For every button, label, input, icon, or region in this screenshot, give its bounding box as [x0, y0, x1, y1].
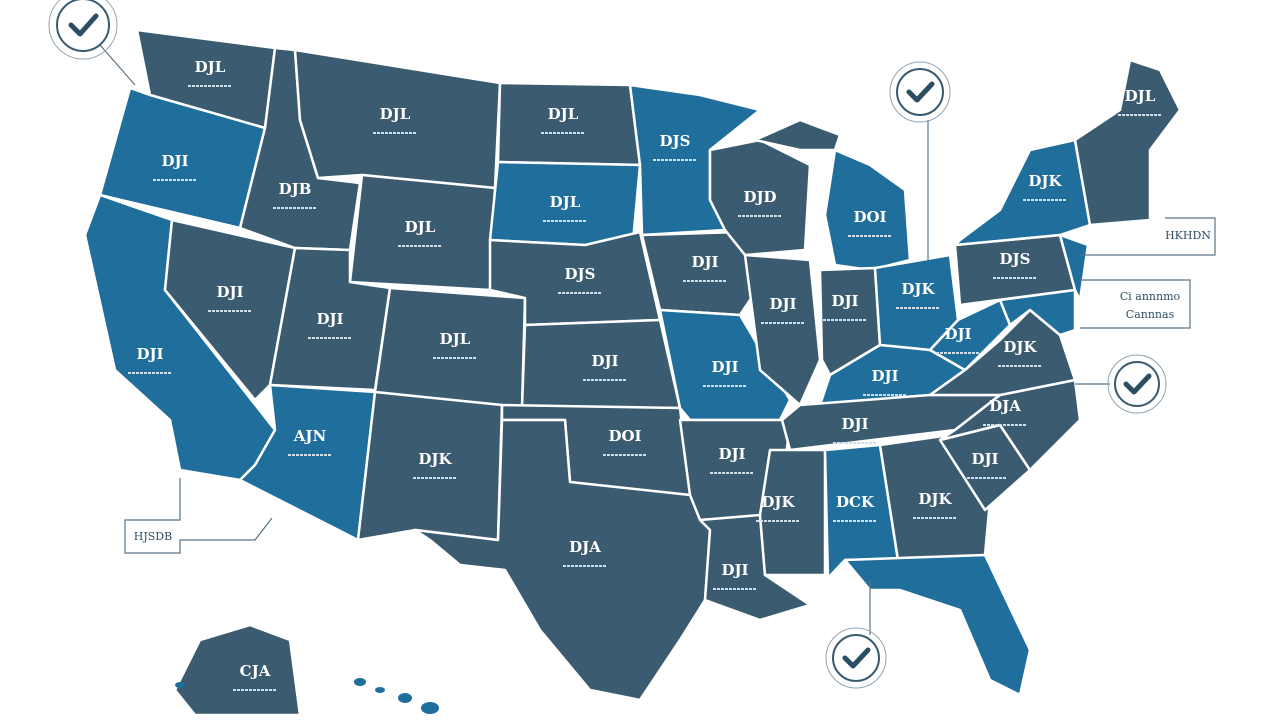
- state: [743, 253, 822, 407]
- state-label: DJI: [769, 295, 796, 313]
- state-label: DJL: [548, 105, 579, 123]
- state-labels: DJL DJL DJL DJS DJI DJB DJL DJL DJD DOI DJK DJL DJI D…: [128, 58, 1162, 691]
- state-label: DJA: [989, 397, 1021, 415]
- state: [496, 81, 642, 167]
- check-badge: [825, 627, 887, 689]
- states: [83, 28, 1182, 717]
- islands: [175, 678, 439, 714]
- state-label: DJI: [161, 152, 188, 170]
- state: [753, 118, 842, 152]
- state-label: DJK: [918, 490, 952, 508]
- callout-label: Ci annnmo: [1120, 290, 1181, 303]
- state-label: CJA: [240, 662, 271, 680]
- state-label: AJN: [293, 427, 327, 445]
- state: [953, 138, 1092, 247]
- state-label: DJS: [565, 265, 596, 283]
- state: [373, 286, 527, 410]
- state-label: DJI: [841, 415, 868, 433]
- state-label: DJL: [550, 193, 581, 211]
- state-label: DJL: [440, 330, 471, 348]
- state: [1073, 58, 1182, 227]
- state-label: DJK: [761, 493, 795, 511]
- state: [758, 448, 827, 577]
- state-label: DJK: [901, 280, 935, 298]
- state-label: DJI: [718, 445, 745, 463]
- state-label: DJI: [136, 345, 163, 363]
- state-label: DJK: [1003, 338, 1037, 356]
- state-label: DJA: [569, 538, 601, 556]
- state-label: DJI: [711, 358, 738, 376]
- state-label: DJI: [721, 561, 748, 579]
- state-label: DJI: [831, 292, 858, 310]
- state-label: DJI: [871, 367, 898, 385]
- state: [1058, 233, 1090, 302]
- state-label: DJD: [743, 188, 776, 206]
- callout-label: HKHDN: [1165, 229, 1211, 242]
- check-badge: [1107, 354, 1167, 414]
- state: [173, 623, 302, 717]
- callout-label: Cannnas: [1126, 308, 1175, 321]
- state: [238, 383, 377, 542]
- state-label: DJK: [418, 450, 452, 468]
- callout-label: HJSDB: [134, 530, 172, 543]
- state: [843, 553, 1032, 697]
- state-label: DJI: [591, 352, 618, 370]
- state-label: DJI: [971, 450, 998, 468]
- callouts: [48, 0, 1216, 689]
- state-label: DJS: [1000, 250, 1031, 268]
- state-label: DCK: [836, 493, 875, 511]
- state-label: DJL: [405, 218, 436, 236]
- state-label: DJI: [316, 310, 343, 328]
- check-badge: [889, 61, 951, 123]
- state: [413, 418, 712, 702]
- state-label: DJK: [1028, 172, 1062, 190]
- state-label: DJL: [380, 105, 411, 123]
- state-label: DOI: [853, 208, 886, 226]
- state-label: DJI: [216, 283, 243, 301]
- state-label: DJS: [660, 132, 691, 150]
- state-label: DJI: [691, 253, 718, 271]
- check-badge: [48, 0, 118, 60]
- state-label: DOI: [608, 427, 641, 445]
- state-label: DJL: [195, 58, 226, 76]
- state-label: DJB: [279, 180, 312, 198]
- state-label: DJI: [944, 325, 971, 343]
- state-label: DJL: [1125, 87, 1156, 105]
